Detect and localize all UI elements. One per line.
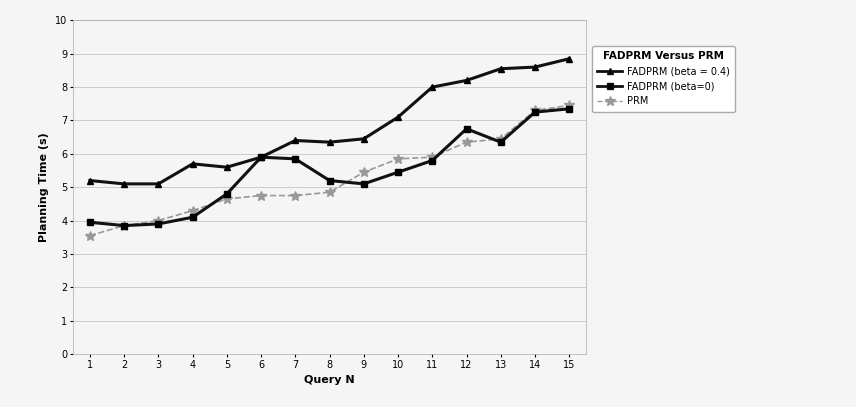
PRM (290, 193, 300, 198)
PRM (119, 223, 129, 228)
PRM (461, 140, 472, 144)
FADPRM (beta=0) (187, 215, 198, 220)
FADPRM (beta = 0.4) (187, 162, 198, 166)
FADPRM (beta=0) (153, 221, 163, 226)
PRM (153, 218, 163, 223)
FADPRM (beta = 0.4) (530, 65, 540, 70)
PRM (256, 193, 266, 198)
FADPRM (beta = 0.4) (393, 115, 403, 120)
FADPRM (beta=0) (564, 106, 574, 111)
PRM (564, 103, 574, 108)
FADPRM (beta = 0.4) (461, 78, 472, 83)
PRM (324, 190, 335, 195)
X-axis label: Query N: Query N (304, 375, 355, 385)
Line: PRM: PRM (85, 101, 574, 241)
FADPRM (beta=0) (290, 156, 300, 161)
FADPRM (beta = 0.4) (222, 165, 232, 170)
Legend: FADPRM (beta = 0.4), FADPRM (beta=0), PRM: FADPRM (beta = 0.4), FADPRM (beta=0), PR… (591, 46, 735, 112)
Y-axis label: Planning Time (s): Planning Time (s) (39, 132, 50, 242)
FADPRM (beta = 0.4) (153, 182, 163, 186)
FADPRM (beta=0) (256, 155, 266, 160)
FADPRM (beta = 0.4) (359, 136, 369, 141)
FADPRM (beta = 0.4) (119, 182, 129, 186)
PRM (427, 155, 437, 160)
PRM (85, 233, 95, 238)
FADPRM (beta=0) (359, 182, 369, 186)
PRM (496, 136, 506, 141)
FADPRM (beta = 0.4) (256, 155, 266, 160)
FADPRM (beta=0) (496, 140, 506, 144)
PRM (530, 108, 540, 113)
FADPRM (beta=0) (85, 220, 95, 225)
PRM (187, 208, 198, 213)
FADPRM (beta=0) (222, 191, 232, 196)
FADPRM (beta=0) (393, 170, 403, 175)
FADPRM (beta=0) (461, 127, 472, 131)
FADPRM (beta=0) (119, 223, 129, 228)
FADPRM (beta = 0.4) (85, 178, 95, 183)
PRM (222, 197, 232, 201)
Line: FADPRM (beta = 0.4): FADPRM (beta = 0.4) (86, 55, 573, 187)
FADPRM (beta=0) (530, 110, 540, 115)
FADPRM (beta=0) (427, 158, 437, 163)
FADPRM (beta = 0.4) (290, 138, 300, 143)
FADPRM (beta=0) (324, 178, 335, 183)
FADPRM (beta = 0.4) (324, 140, 335, 144)
PRM (393, 156, 403, 161)
FADPRM (beta = 0.4) (564, 56, 574, 61)
Line: FADPRM (beta=0): FADPRM (beta=0) (86, 105, 573, 229)
PRM (359, 170, 369, 175)
FADPRM (beta = 0.4) (427, 85, 437, 90)
FADPRM (beta = 0.4) (496, 66, 506, 71)
